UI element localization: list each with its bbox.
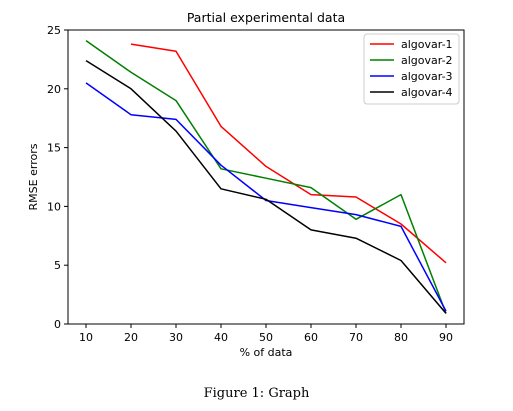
y-axis: 0 5 10 15 20 25 (47, 24, 68, 331)
y-tick-label: 20 (47, 83, 61, 96)
x-tick-label: 60 (304, 331, 318, 344)
chart-title: Partial experimental data (187, 10, 345, 25)
y-tick-label: 10 (47, 200, 61, 213)
legend-label: algovar-4 (401, 86, 453, 99)
figure-caption: Figure 1: Graph (203, 386, 310, 401)
y-tick-label: 0 (54, 318, 61, 331)
x-tick-label: 40 (214, 331, 228, 344)
x-tick-label: 90 (439, 331, 453, 344)
series-line-algovar-1 (130, 43, 447, 264)
y-tick-label: 25 (47, 24, 61, 37)
y-axis-label: RMSE errors (27, 143, 40, 210)
x-tick-label: 10 (79, 331, 93, 344)
legend-label: algovar-2 (401, 54, 453, 67)
x-tick-label: 30 (169, 331, 183, 344)
series-line-algovar-2 (85, 39, 447, 314)
x-tick-label: 50 (259, 331, 273, 344)
x-tick-label: 80 (394, 331, 408, 344)
legend-label: algovar-3 (401, 70, 453, 83)
x-tick-label: 70 (349, 331, 363, 344)
legend-label: algovar-1 (401, 38, 453, 51)
plot-marks (85, 39, 447, 314)
legend: algovar-1 algovar-2 algovar-3 algovar-4 (363, 33, 460, 105)
series-line-algovar-4 (85, 59, 447, 314)
series-line-algovar-3 (85, 82, 447, 312)
x-axis-label: % of data (240, 346, 293, 359)
y-tick-label: 5 (54, 259, 61, 272)
y-tick-label: 15 (47, 142, 61, 155)
legend-frame (363, 33, 460, 105)
x-tick-label: 20 (124, 331, 138, 344)
x-axis: 10 20 30 40 50 60 70 80 90 (79, 324, 453, 344)
